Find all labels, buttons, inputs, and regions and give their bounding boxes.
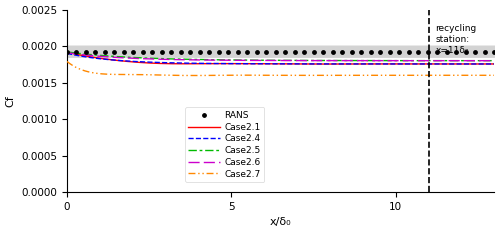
RANS <box>178 50 184 53</box>
Case2.5 <box>174 58 180 60</box>
Case2.7 <box>258 74 264 77</box>
Line: Case2.7: Case2.7 <box>67 62 494 75</box>
Case2.6 <box>140 57 145 60</box>
RANS <box>330 50 336 53</box>
Case2.1 <box>140 61 145 64</box>
RANS <box>406 50 412 53</box>
RANS <box>282 50 288 53</box>
RANS <box>292 50 298 53</box>
Case2.6 <box>350 59 356 62</box>
RANS <box>188 50 194 53</box>
RANS <box>121 50 127 53</box>
Case2.5 <box>350 59 356 62</box>
RANS <box>64 50 70 53</box>
RANS <box>358 50 364 53</box>
Case2.7 <box>191 74 197 77</box>
Legend: RANS, Case2.1, Case2.4, Case2.5, Case2.6, Case2.7: RANS, Case2.1, Case2.4, Case2.5, Case2.6… <box>185 107 264 182</box>
Case2.1 <box>174 62 180 65</box>
RANS <box>130 50 136 53</box>
Line: Case2.5: Case2.5 <box>67 52 494 61</box>
Case2.6 <box>174 58 180 61</box>
RANS <box>349 50 355 53</box>
RANS <box>150 50 156 53</box>
RANS <box>168 50 174 53</box>
Line: Case2.6: Case2.6 <box>67 53 494 61</box>
Case2.5 <box>386 59 392 62</box>
Case2.1 <box>350 62 356 65</box>
RANS <box>102 50 108 53</box>
RANS <box>302 50 308 53</box>
RANS <box>83 50 89 53</box>
RANS <box>472 50 478 53</box>
Case2.1 <box>492 63 498 65</box>
Case2.1 <box>258 62 264 65</box>
RANS <box>206 50 212 53</box>
Case2.4 <box>492 63 498 65</box>
RANS <box>216 50 222 53</box>
RANS <box>425 50 431 53</box>
Case2.5 <box>258 59 264 62</box>
Case2.4 <box>258 62 264 65</box>
Case2.4 <box>350 62 356 65</box>
Line: Case2.1: Case2.1 <box>67 52 494 64</box>
Case2.6 <box>258 59 264 62</box>
RANS <box>74 50 80 53</box>
Case2.1 <box>64 51 70 53</box>
Case2.7 <box>64 60 70 63</box>
Case2.5 <box>140 57 145 59</box>
Line: Case2.4: Case2.4 <box>67 53 494 64</box>
RANS <box>159 50 165 53</box>
RANS <box>140 50 146 53</box>
RANS <box>378 50 384 53</box>
Case2.5 <box>316 59 322 62</box>
Text: recycling
station:
x=11δ₀: recycling station: x=11δ₀ <box>436 24 476 55</box>
RANS <box>396 50 402 53</box>
Case2.7 <box>140 73 145 76</box>
RANS <box>482 50 488 53</box>
Case2.7 <box>174 74 180 77</box>
Case2.4 <box>386 63 392 65</box>
RANS <box>492 50 498 53</box>
Case2.6 <box>64 51 70 54</box>
RANS <box>454 50 460 53</box>
Case2.1 <box>302 63 308 65</box>
Case2.7 <box>492 74 498 77</box>
RANS <box>444 50 450 53</box>
RANS <box>340 50 345 53</box>
Case2.6 <box>492 59 498 62</box>
RANS <box>387 50 393 53</box>
Case2.7 <box>316 74 322 77</box>
Case2.4 <box>140 60 145 63</box>
RANS <box>92 50 98 53</box>
RANS <box>273 50 279 53</box>
Case2.6 <box>316 59 322 62</box>
RANS <box>112 50 117 53</box>
RANS <box>244 50 250 53</box>
RANS <box>197 50 203 53</box>
Case2.7 <box>386 74 392 77</box>
RANS <box>254 50 260 53</box>
Case2.4 <box>316 62 322 65</box>
RANS <box>416 50 422 53</box>
Case2.1 <box>386 62 392 65</box>
RANS <box>235 50 241 53</box>
RANS <box>368 50 374 53</box>
Case2.1 <box>316 63 322 65</box>
X-axis label: x/δ₀: x/δ₀ <box>270 217 291 227</box>
Case2.4 <box>64 52 70 55</box>
Case2.7 <box>350 74 356 77</box>
Y-axis label: Cf: Cf <box>6 95 16 107</box>
Line: RANS: RANS <box>64 49 497 54</box>
Case2.5 <box>492 59 498 62</box>
RANS <box>434 50 440 53</box>
RANS <box>311 50 317 53</box>
Case2.5 <box>64 51 70 53</box>
Case2.6 <box>386 59 392 62</box>
RANS <box>320 50 326 53</box>
Case2.4 <box>174 62 180 64</box>
RANS <box>463 50 469 53</box>
RANS <box>264 50 270 53</box>
RANS <box>226 50 232 53</box>
